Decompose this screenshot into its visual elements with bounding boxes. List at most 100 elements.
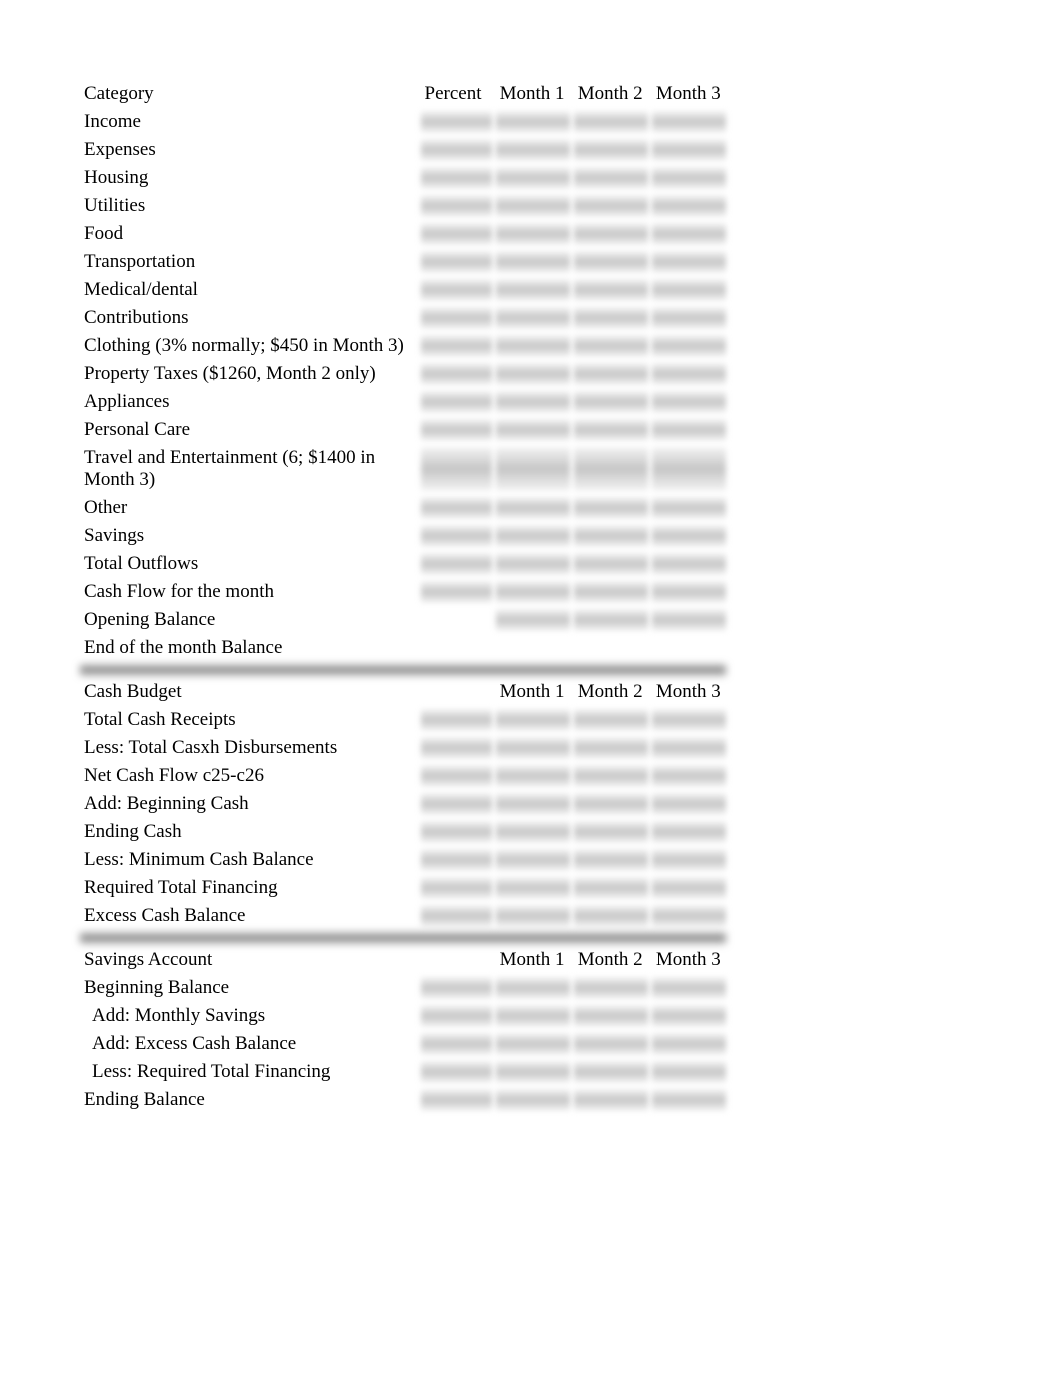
header-month1: Month 1 — [494, 678, 572, 706]
row-label: Other — [78, 494, 419, 522]
cell — [494, 416, 572, 444]
cell — [572, 550, 650, 578]
cell — [419, 360, 494, 388]
row-label: Income — [78, 108, 419, 136]
row-label: Appliances — [78, 388, 419, 416]
row-label: Less: Total Casxh Disbursements — [78, 734, 419, 762]
cell — [650, 522, 728, 550]
cell — [494, 762, 572, 790]
header-month3: Month 3 — [650, 678, 728, 706]
cell — [494, 522, 572, 550]
cell — [572, 416, 650, 444]
cell — [572, 276, 650, 304]
cell — [494, 388, 572, 416]
cell — [419, 818, 494, 846]
row-label: Add: Excess Cash Balance — [78, 1030, 419, 1058]
row-label: Total Cash Receipts — [78, 706, 419, 734]
cell — [572, 1002, 650, 1030]
cell — [419, 494, 494, 522]
table-row: Add: Monthly Savings — [78, 1002, 728, 1030]
section2-header: Cash Budget Month 1 Month 2 Month 3 — [78, 678, 728, 706]
cell — [572, 522, 650, 550]
cell — [494, 220, 572, 248]
row-label: Savings — [78, 522, 419, 550]
cell — [419, 550, 494, 578]
cell — [419, 706, 494, 734]
cell — [650, 1030, 728, 1058]
table-row: Income — [78, 108, 728, 136]
table-row: End of the month Balance — [78, 634, 728, 662]
cell — [572, 874, 650, 902]
table-row: Appliances — [78, 388, 728, 416]
cell — [572, 634, 650, 662]
cell — [419, 220, 494, 248]
cell — [494, 606, 572, 634]
cell — [419, 762, 494, 790]
cell — [650, 192, 728, 220]
cell — [419, 734, 494, 762]
cell — [572, 360, 650, 388]
cell — [650, 220, 728, 248]
cell — [419, 678, 494, 706]
cell — [650, 136, 728, 164]
cell — [419, 304, 494, 332]
header-month2: Month 2 — [572, 946, 650, 974]
header-row: Category Percent Month 1 Month 2 Month 3 — [78, 80, 728, 108]
cell — [650, 444, 728, 494]
row-label: Excess Cash Balance — [78, 902, 419, 930]
cell — [494, 332, 572, 360]
cell — [494, 634, 572, 662]
cell — [419, 902, 494, 930]
cell — [572, 304, 650, 332]
cell — [572, 220, 650, 248]
cell — [650, 248, 728, 276]
table-row: Excess Cash Balance — [78, 902, 728, 930]
cell — [494, 192, 572, 220]
row-label: Ending Cash — [78, 818, 419, 846]
table-row: Transportation — [78, 248, 728, 276]
table-row: Cash Flow for the month — [78, 578, 728, 606]
cell — [419, 416, 494, 444]
table-row: Other — [78, 494, 728, 522]
cell — [572, 1086, 650, 1114]
cell — [494, 846, 572, 874]
cell — [494, 444, 572, 494]
cell — [650, 634, 728, 662]
table-row: Utilities — [78, 192, 728, 220]
section-divider — [78, 930, 728, 946]
table-row: Ending Cash — [78, 818, 728, 846]
table-row: Food — [78, 220, 728, 248]
cell — [572, 818, 650, 846]
cell — [572, 606, 650, 634]
cell — [494, 874, 572, 902]
cell — [650, 108, 728, 136]
cell — [494, 360, 572, 388]
cell — [494, 706, 572, 734]
header-category: Category — [78, 80, 419, 108]
row-label: Beginning Balance — [78, 974, 419, 1002]
cell — [494, 734, 572, 762]
cell — [494, 248, 572, 276]
cell — [650, 304, 728, 332]
row-label: Expenses — [78, 136, 419, 164]
cell — [572, 108, 650, 136]
header-savings: Savings Account — [78, 946, 419, 974]
cell — [650, 332, 728, 360]
cell — [419, 1030, 494, 1058]
cell — [419, 790, 494, 818]
cell — [650, 360, 728, 388]
row-label: Total Outflows — [78, 550, 419, 578]
cell — [494, 974, 572, 1002]
row-label: Contributions — [78, 304, 419, 332]
cell — [650, 416, 728, 444]
cell — [419, 1086, 494, 1114]
header-month3: Month 3 — [650, 80, 728, 108]
cell — [650, 388, 728, 416]
cell — [650, 164, 728, 192]
cell — [572, 136, 650, 164]
cell — [419, 108, 494, 136]
cell — [572, 388, 650, 416]
cell — [419, 1058, 494, 1086]
cell — [494, 1058, 572, 1086]
cell — [572, 192, 650, 220]
